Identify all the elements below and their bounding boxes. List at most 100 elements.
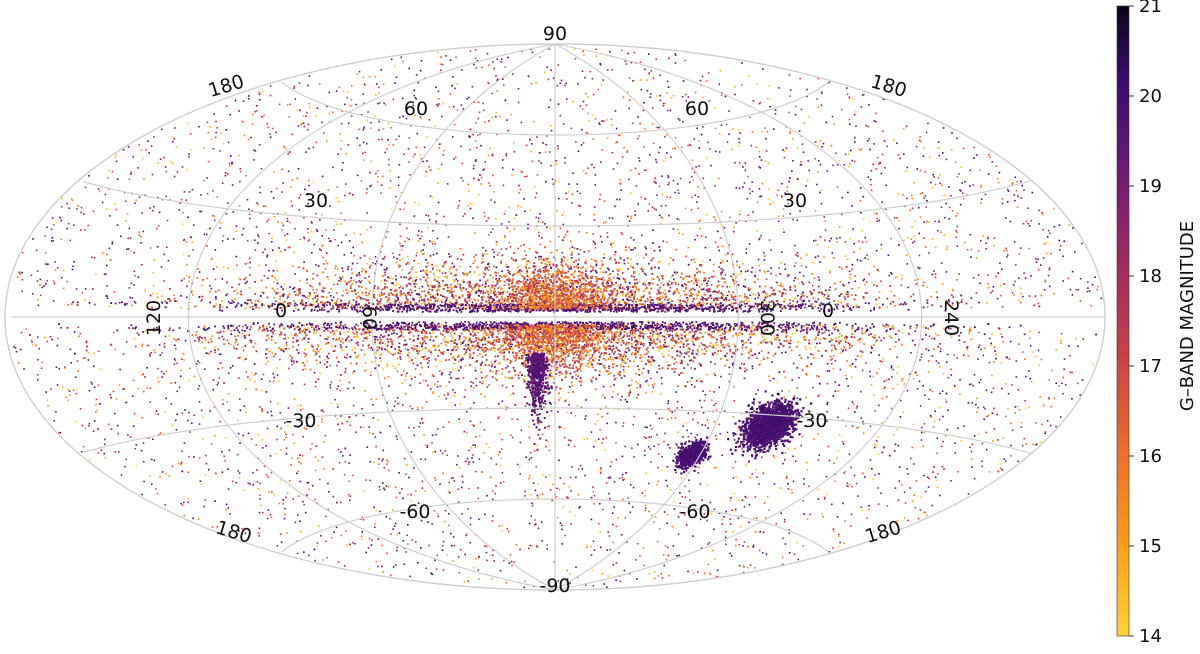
star-point xyxy=(472,454,474,456)
star-point xyxy=(339,344,342,346)
star-point xyxy=(624,281,627,283)
star-point xyxy=(707,563,710,566)
star-point xyxy=(125,458,127,461)
star-point xyxy=(778,87,780,89)
star-point xyxy=(539,56,541,58)
star-point xyxy=(277,221,279,223)
star-point xyxy=(992,286,995,288)
star-point xyxy=(832,395,835,397)
star-point xyxy=(1071,294,1074,296)
star-point xyxy=(729,518,731,520)
star-point xyxy=(457,455,459,457)
star-point xyxy=(667,176,670,179)
star-point xyxy=(340,212,342,215)
star-point xyxy=(372,461,375,463)
star-point xyxy=(135,464,138,467)
star-point xyxy=(664,298,666,301)
star-point xyxy=(88,422,91,425)
star-point xyxy=(1042,228,1044,231)
star-point xyxy=(672,94,675,97)
star-point xyxy=(124,401,127,404)
star-point xyxy=(1005,217,1007,219)
star-point xyxy=(919,216,922,218)
star-point xyxy=(679,502,681,504)
star-point xyxy=(265,445,267,447)
star-point xyxy=(250,210,253,212)
star-point xyxy=(515,214,518,216)
star-point xyxy=(394,65,396,68)
star-point xyxy=(699,509,701,511)
star-point xyxy=(793,279,795,282)
star-point xyxy=(892,387,894,390)
star-point xyxy=(390,58,393,61)
star-point xyxy=(922,445,924,447)
star-point xyxy=(725,123,728,126)
star-point xyxy=(733,385,735,388)
star-point xyxy=(549,99,552,101)
star-point xyxy=(713,528,715,531)
star-point xyxy=(718,327,720,330)
star-point xyxy=(755,393,757,395)
star-point xyxy=(821,355,823,357)
star-point xyxy=(706,373,709,376)
star-point xyxy=(293,398,296,400)
star-point xyxy=(945,202,947,205)
star-point xyxy=(564,157,566,159)
star-point xyxy=(352,194,354,196)
star-point xyxy=(854,275,856,277)
star-point xyxy=(183,191,186,193)
star-point xyxy=(577,375,579,377)
star-point xyxy=(485,250,487,252)
star-point xyxy=(657,575,659,577)
star-point xyxy=(634,210,636,213)
star-point xyxy=(947,409,949,412)
star-point xyxy=(381,544,384,547)
star-point xyxy=(568,439,570,441)
star-point xyxy=(826,350,828,352)
star-point xyxy=(338,279,340,282)
star-point xyxy=(1038,209,1040,212)
star-point xyxy=(378,92,380,94)
star-point xyxy=(499,432,501,435)
star-point xyxy=(179,202,181,204)
star-point xyxy=(958,273,960,275)
star-point xyxy=(273,493,275,496)
star-point xyxy=(615,377,617,379)
star-point xyxy=(723,410,726,412)
star-point xyxy=(865,325,867,327)
star-point xyxy=(922,512,925,514)
star-point xyxy=(950,336,953,339)
star-point xyxy=(365,336,368,339)
star-point xyxy=(1000,333,1002,335)
star-point xyxy=(294,227,296,230)
star-point xyxy=(785,475,788,478)
star-point xyxy=(877,436,879,438)
star-point xyxy=(903,491,906,493)
star-point xyxy=(642,268,645,271)
star-point xyxy=(316,230,319,233)
star-point xyxy=(820,302,822,304)
star-point xyxy=(206,245,208,247)
star-point xyxy=(1077,345,1079,348)
star-point xyxy=(173,363,176,365)
star-point xyxy=(20,348,22,351)
star-point xyxy=(559,522,562,524)
star-point xyxy=(955,215,957,217)
star-point xyxy=(777,334,779,336)
star-point xyxy=(556,516,559,519)
star-point xyxy=(936,452,938,455)
star-point xyxy=(811,284,814,287)
star-point xyxy=(114,412,116,415)
star-point xyxy=(547,78,550,81)
star-point xyxy=(17,362,20,364)
star-point xyxy=(336,282,339,284)
star-point xyxy=(312,350,315,353)
star-point xyxy=(575,141,577,143)
star-point xyxy=(931,390,934,393)
star-point xyxy=(316,542,319,544)
star-point xyxy=(437,181,440,184)
star-point xyxy=(124,465,126,468)
star-point xyxy=(181,504,184,506)
star-point xyxy=(928,252,930,254)
star-point xyxy=(215,120,217,123)
